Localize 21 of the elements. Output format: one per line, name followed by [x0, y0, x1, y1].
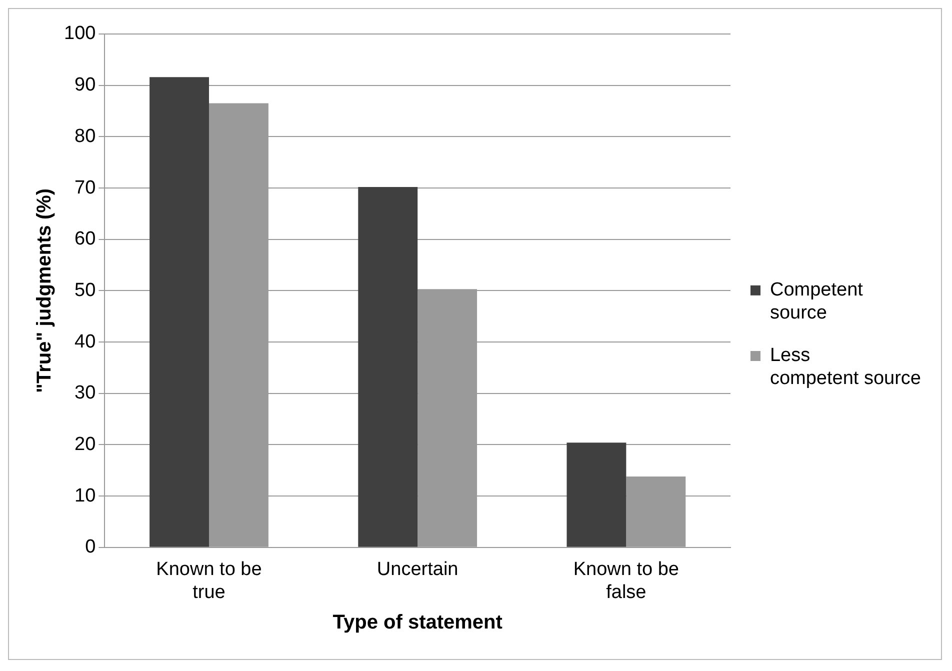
y-tick-label: 20 — [74, 434, 96, 455]
x-tick-label: Uncertain — [376, 559, 458, 580]
y-tick-label: 10 — [74, 485, 96, 506]
legend-label: Less competent source — [770, 345, 922, 390]
y-axis-title: "True" judgments (%) — [34, 188, 56, 393]
bar — [566, 442, 626, 547]
y-tick-label: 90 — [74, 74, 96, 96]
x-tick-label: Known to be false — [573, 559, 679, 603]
x-tick-label: Known to be true — [156, 559, 262, 603]
y-tick-label: 50 — [74, 280, 96, 301]
y-tick-label: 60 — [74, 228, 96, 250]
y-tick-label: 70 — [74, 177, 96, 198]
bar — [150, 77, 209, 547]
y-tick-label: 40 — [74, 331, 96, 352]
y-tick-label: 30 — [74, 382, 96, 404]
y-tick-label: 80 — [74, 126, 96, 147]
legend-label: Competent source — [770, 280, 864, 324]
y-tick-label: 0 — [85, 536, 96, 558]
x-axis-title: Type of statement — [332, 612, 503, 634]
bar — [358, 186, 418, 547]
y-tick-label: 100 — [64, 23, 96, 44]
